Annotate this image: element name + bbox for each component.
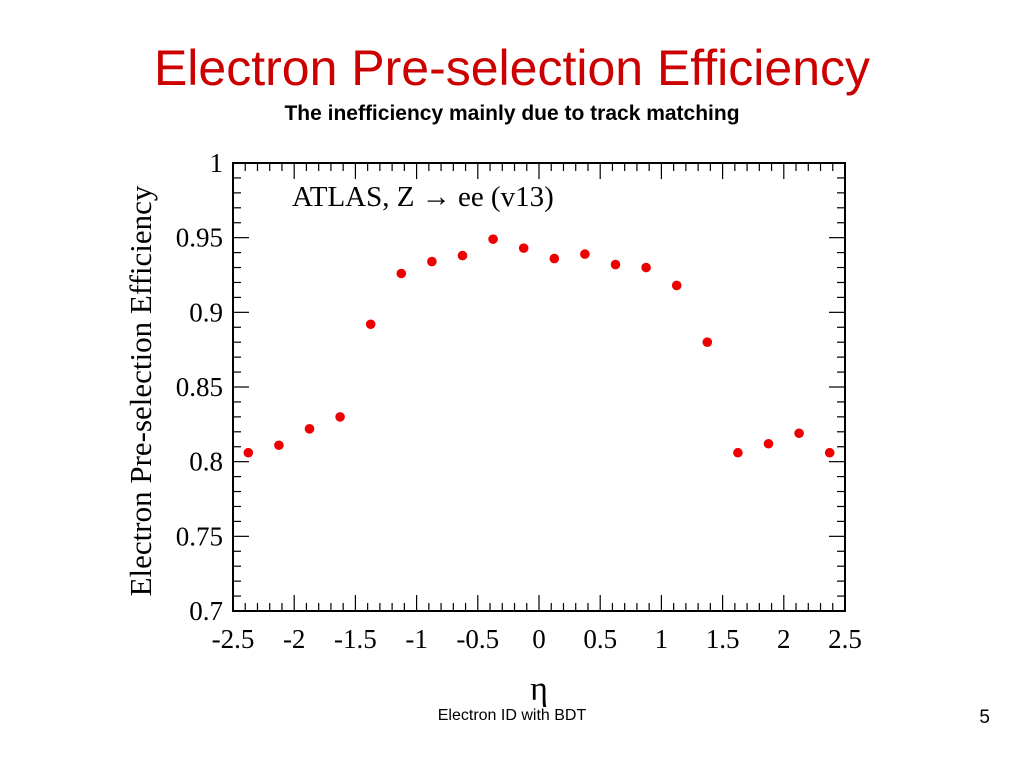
axis-ticks	[232, 162, 846, 612]
data-point	[488, 234, 498, 244]
y-tick-label: 0.9	[189, 297, 223, 327]
x-tick-label: -2.5	[212, 624, 255, 654]
data-point	[396, 268, 407, 279]
data-point	[794, 428, 804, 439]
data-point	[610, 259, 621, 270]
data-point	[580, 249, 590, 259]
x-tick-label: 0	[532, 624, 546, 654]
y-tick-label: 1	[210, 148, 224, 178]
y-tick-label: 0.85	[176, 372, 223, 402]
slide-subtitle: The inefficiency mainly due to track mat…	[284, 102, 740, 125]
slide-title: Electron Pre-selection Efficiency	[153, 40, 871, 96]
x-tick-labels: -2.5 -2 -1.5 -1 -0.5 0 0.5 1 1.5 2 2.5	[212, 624, 862, 654]
data-point	[304, 424, 315, 434]
y-tick-label: 0.95	[176, 223, 223, 253]
x-tick-label: 2.5	[828, 624, 862, 654]
x-tick-label: -0.5	[456, 624, 499, 654]
x-axis-label: η	[530, 671, 548, 708]
data-point	[641, 262, 651, 273]
data-point	[518, 243, 529, 253]
data-point	[243, 447, 254, 458]
x-tick-label: 0.5	[583, 624, 617, 654]
data-point	[824, 447, 835, 458]
x-tick-label: -1.5	[334, 624, 377, 654]
data-point	[702, 337, 713, 348]
y-tick-labels: 0.7 0.75 0.8 0.85 0.9 0.95 1	[176, 148, 223, 626]
page-number: 5	[979, 707, 990, 728]
data-point	[427, 256, 437, 267]
data-point	[365, 319, 376, 330]
data-points	[243, 234, 835, 458]
chart-annotation: ATLAS, Z → ee (v13)	[292, 181, 554, 213]
x-tick-label: -2	[283, 624, 306, 654]
x-tick-label: 1.5	[706, 624, 740, 654]
x-tick-label: -1	[405, 624, 428, 654]
y-tick-label: 0.7	[189, 596, 223, 626]
footer-text: Electron ID with BDT	[437, 707, 587, 724]
data-point	[763, 438, 774, 449]
x-tick-label: 1	[655, 624, 669, 654]
data-point	[671, 280, 682, 291]
y-axis-label: Electron Pre-selection Efficiency	[123, 185, 158, 596]
data-point	[733, 447, 743, 458]
y-tick-label: 0.75	[176, 521, 223, 551]
data-point	[274, 440, 284, 451]
y-tick-label: 0.8	[189, 447, 223, 477]
data-point	[335, 412, 345, 422]
x-tick-label: 2	[777, 624, 791, 654]
data-point	[549, 253, 560, 264]
plot-frame	[232, 162, 846, 612]
data-point	[457, 250, 468, 261]
